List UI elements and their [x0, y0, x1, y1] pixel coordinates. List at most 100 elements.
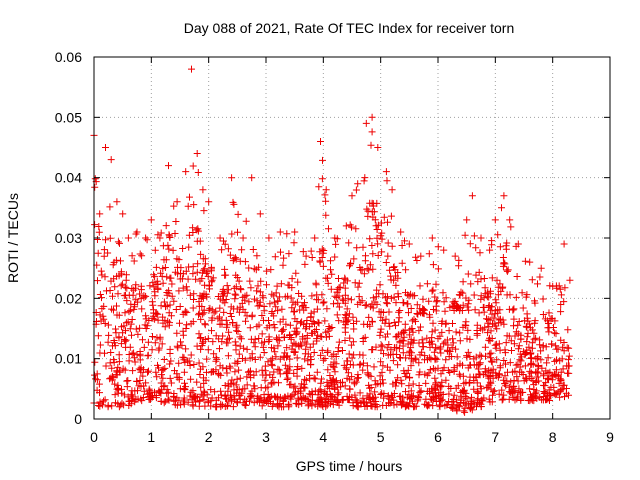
data-point: [234, 228, 241, 236]
data-point: [487, 327, 495, 335]
data-point: [498, 204, 505, 212]
data-point: [428, 328, 436, 336]
data-point-peak: [317, 138, 324, 145]
data-point-peak: [537, 264, 545, 272]
data-point: [272, 289, 280, 297]
data-point: [488, 274, 496, 282]
data-point: [138, 252, 146, 260]
data-point: [413, 301, 421, 309]
data-point: [102, 236, 109, 244]
data-point: [498, 396, 506, 404]
data-point: [506, 359, 514, 367]
data-point: [239, 355, 246, 362]
data-point: [121, 283, 129, 291]
data-point: [220, 308, 228, 316]
data-point: [459, 278, 467, 286]
data-point-peak: [248, 174, 256, 182]
data-point: [158, 371, 165, 379]
data-point: [256, 298, 264, 306]
data-point: [492, 299, 500, 307]
data-point: [543, 359, 551, 367]
data-point: [235, 277, 243, 285]
data-point: [369, 202, 377, 210]
data-point: [285, 366, 293, 374]
data-point: [383, 177, 391, 185]
data-point: [346, 334, 354, 342]
data-point: [552, 366, 560, 374]
data-point: [241, 292, 249, 300]
data-point: [434, 243, 442, 251]
data-point: [565, 356, 572, 364]
data-point: [227, 380, 235, 388]
data-point: [335, 338, 343, 346]
data-point: [346, 361, 354, 368]
data-point: [503, 377, 511, 385]
data-point: [521, 317, 529, 325]
data-point-peak: [368, 113, 376, 121]
data-point: [261, 367, 269, 375]
data-point: [112, 371, 120, 379]
data-point: [400, 398, 408, 406]
data-point: [266, 371, 274, 379]
data-point: [167, 312, 175, 320]
data-point: [100, 252, 108, 260]
data-point: [306, 371, 313, 379]
data-point: [228, 376, 236, 384]
data-point: [144, 352, 152, 360]
data-point: [274, 307, 282, 315]
data-point: [522, 374, 530, 382]
data-point: [197, 365, 204, 373]
data-point: [507, 378, 515, 386]
data-point: [100, 397, 107, 405]
data-point: [105, 331, 113, 339]
data-point: [401, 237, 408, 245]
data-point: [528, 276, 536, 284]
data-point: [286, 363, 294, 371]
data-point: [236, 333, 244, 341]
data-point: [340, 279, 348, 287]
data-point: [350, 351, 358, 359]
data-point: [483, 384, 491, 392]
data-point: [251, 295, 258, 303]
data-point: [305, 390, 313, 398]
data-point: [354, 371, 362, 379]
data-point: [463, 335, 471, 343]
data-point: [414, 397, 422, 405]
data-point: [286, 321, 294, 329]
data-point: [323, 349, 331, 356]
data-point: [393, 332, 401, 340]
data-point: [504, 368, 511, 376]
data-point: [356, 360, 364, 368]
data-point: [208, 394, 216, 402]
axis-ticks: [93, 56, 611, 420]
data-point-peak: [156, 234, 164, 242]
data-point: [218, 338, 226, 346]
data-point: [393, 379, 400, 387]
data-point-peak: [405, 240, 413, 248]
data-point: [319, 249, 327, 257]
data-point: [420, 306, 428, 314]
data-point: [159, 313, 167, 321]
y-axis-label: ROTI / TECUs: [5, 193, 21, 283]
data-point: [257, 277, 265, 285]
data-point: [358, 266, 366, 274]
data-point: [544, 375, 552, 383]
data-point: [507, 223, 515, 231]
data-point: [166, 374, 174, 382]
data-point: [163, 302, 171, 310]
data-point: [456, 337, 464, 345]
data-point: [395, 308, 403, 316]
data-point: [257, 384, 265, 392]
data-point: [449, 320, 456, 327]
data-point: [212, 307, 220, 315]
data-point: [546, 368, 554, 376]
data-point: [167, 379, 175, 387]
data-point: [233, 359, 241, 367]
data-point: [218, 246, 226, 254]
data-point-peak: [173, 198, 181, 206]
data-point: [369, 265, 377, 273]
data-point: [317, 333, 325, 340]
data-point: [333, 397, 341, 405]
data-point: [238, 246, 246, 254]
data-point-peak: [451, 252, 459, 260]
